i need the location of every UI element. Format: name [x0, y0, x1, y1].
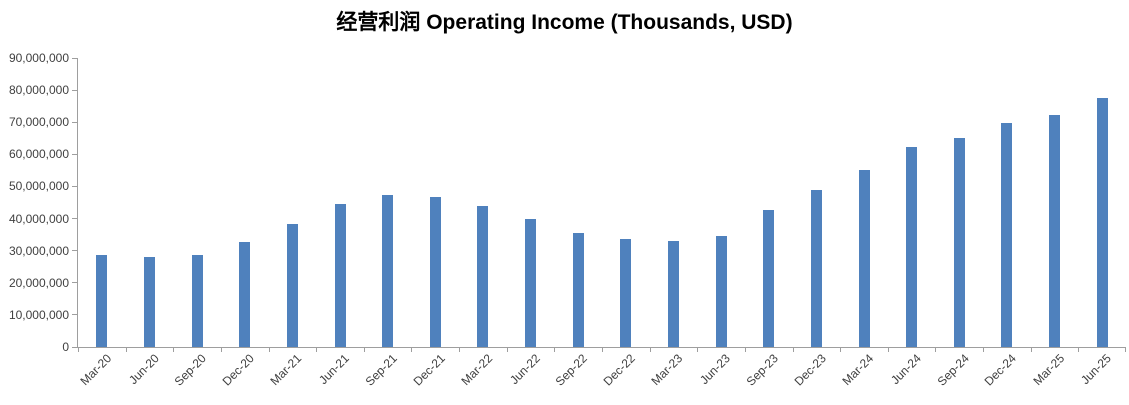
plot-area: 0 10,000,000 20,000,000 30,000,000 40,000,00…: [9, 51, 1126, 389]
x-axis-tick: [459, 347, 461, 352]
x-axis-tick: [1125, 347, 1126, 352]
y-axis-tick-label: 90,000,000: [8, 51, 69, 65]
bar: [429, 197, 441, 347]
y-axis-tick-label: 0: [62, 340, 69, 354]
x-axis-label: Dec-23: [791, 351, 829, 389]
y-axis-tick: [72, 89, 78, 91]
bar: [286, 223, 298, 347]
bar: [906, 147, 918, 347]
x-axis-label: Dec-24: [981, 351, 1020, 389]
x-axis-label: Sep-23: [743, 351, 781, 389]
x-axis-tick: [78, 347, 79, 352]
x-axis-tick: [983, 347, 985, 352]
y-axis-tick: [72, 218, 78, 220]
bar: [715, 236, 727, 347]
x-axis-tick: [411, 347, 413, 352]
bar: [1001, 122, 1013, 347]
x-axis-tick: [506, 347, 508, 352]
y-axis-tick-label: 20,000,000: [8, 275, 69, 290]
y-axis-tick-label: 50,000,000: [8, 179, 69, 194]
bar: [763, 209, 775, 347]
x-axis-label: Sep-20: [172, 351, 210, 389]
y-axis-tick: [72, 153, 78, 155]
x-axis-tick: [173, 347, 175, 352]
bar: [953, 137, 965, 347]
x-axis-label: Mar-24: [839, 351, 877, 389]
x-axis-label: Sep-22: [553, 351, 591, 389]
x-axis-tick: [744, 347, 746, 352]
bar: [382, 195, 394, 347]
x-axis-label: Mar-20: [77, 351, 115, 389]
bar: [96, 255, 108, 347]
x-axis-tick: [220, 347, 222, 352]
bar: [1049, 115, 1061, 347]
x-axis-tick: [1030, 347, 1032, 352]
y-axis-tick: [72, 121, 78, 123]
bar: [858, 170, 870, 347]
y-axis-tick-label: 70,000,000: [8, 115, 69, 130]
y-axis-tick: [72, 282, 78, 284]
x-axis-tick: [268, 347, 270, 352]
x-axis-tick: [1078, 347, 1080, 352]
x-axis-label: Jun-22: [506, 351, 543, 388]
y-axis-tick-label: 60,000,000: [8, 147, 69, 162]
y-axis-tick: [72, 346, 78, 348]
x-axis-tick: [697, 347, 699, 352]
y-axis-tick: [72, 57, 78, 59]
x-axis-label: Sep-21: [362, 351, 400, 389]
x-axis-label: Dec-22: [600, 351, 639, 389]
y-axis-tick: [72, 314, 78, 316]
bar: [667, 240, 679, 347]
bar: [1096, 98, 1108, 347]
x-axis-label: Mar-23: [648, 351, 686, 389]
x-axis-label: Jun-21: [316, 351, 353, 388]
y-axis-tick-label: 30,000,000: [8, 243, 69, 258]
x-axis-tick: [602, 347, 603, 352]
x-axis-label: Jun-23: [697, 351, 734, 388]
bar: [572, 233, 584, 347]
bar: [143, 257, 155, 347]
y-axis-tick-label: 10,000,000: [8, 307, 69, 322]
x-axis-tick: [887, 347, 889, 352]
y-axis-tick: [72, 250, 78, 252]
bar: [620, 238, 632, 347]
x-axis-label: Sep-24: [934, 351, 972, 389]
bar: [239, 241, 251, 347]
chart-title: 经营利润 Operating Income (Thousands, USD): [336, 11, 793, 34]
x-axis-tick: [125, 347, 127, 352]
x-axis-tick: [554, 347, 556, 352]
x-axis-label: Mar-25: [1029, 351, 1067, 389]
x-axis-label: Dec-21: [410, 351, 448, 389]
x-axis-tick: [792, 347, 794, 352]
x-axis-label: Jun-24: [887, 351, 924, 388]
bar: [525, 218, 537, 347]
bar: [477, 205, 489, 347]
bar: [334, 203, 346, 347]
bar: [810, 189, 822, 347]
x-axis-label: Jun-20: [125, 351, 162, 388]
y-axis-tick: [72, 185, 78, 187]
x-axis-tick: [363, 347, 365, 352]
x-axis-tick: [316, 347, 318, 352]
y-axis-tick-label: 40,000,000: [8, 211, 69, 226]
x-axis-label: Jun-25: [1078, 351, 1115, 388]
x-axis-label: Mar-21: [267, 351, 305, 389]
x-axis-tick: [840, 347, 842, 352]
y-axis-tick-label: 80,000,000: [8, 83, 69, 98]
x-axis-tick: [649, 347, 651, 352]
x-axis-tick: [935, 347, 937, 352]
x-axis-label: Mar-22: [458, 351, 496, 389]
x-axis-label: Dec-20: [219, 351, 257, 389]
bar: [191, 255, 203, 347]
